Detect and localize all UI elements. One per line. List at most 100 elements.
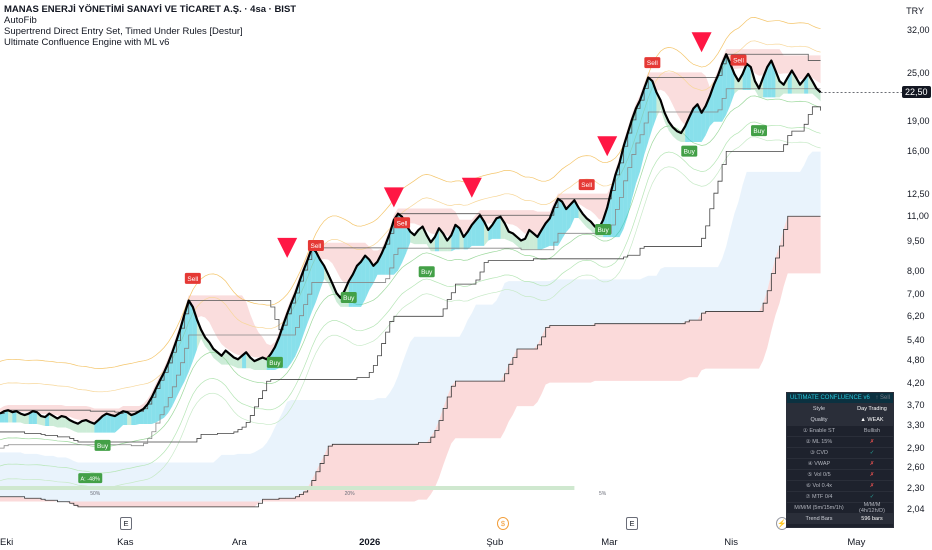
buy-label: Buy — [598, 227, 610, 234]
buy-label: Buy — [97, 443, 109, 450]
y-tick-label: 4,20 — [907, 378, 925, 389]
panel-row-value: M/M/M (4h/12h/D) — [859, 502, 885, 514]
ribbon-seg — [529, 229, 534, 250]
x-tick-label: Ara — [231, 537, 247, 548]
ribbon-seg — [574, 200, 579, 219]
ribbon-seg — [123, 411, 128, 425]
y-tick-label: 7,00 — [907, 289, 925, 300]
y-tick-label: 8,00 — [907, 266, 925, 277]
ribbon-seg — [767, 60, 772, 98]
ribbon-seg — [172, 340, 177, 407]
y-tick-label: 2,30 — [907, 483, 925, 494]
panel-row-value: ▲ WEAK — [860, 417, 884, 423]
ribbon-seg — [590, 221, 595, 236]
ribbon-seg — [61, 416, 66, 428]
y-tick-label: 3,70 — [907, 400, 925, 411]
ribbon-seg — [82, 420, 87, 433]
ribbon-seg — [110, 415, 115, 433]
panel-row: Trend Bars 596 bars — [787, 513, 893, 524]
ribbon-seg — [283, 313, 288, 369]
currency-label[interactable]: TRY — [906, 6, 924, 16]
panel-row-value: ✗ — [869, 483, 875, 489]
sell-label-bg — [184, 272, 201, 284]
div-event-icon[interactable]: $ — [497, 517, 509, 530]
ribbon-seg — [164, 362, 169, 418]
ribbon-seg — [459, 228, 464, 250]
y-tick-label: 6,20 — [907, 310, 925, 321]
ribbon-seg — [635, 100, 641, 184]
ribbon-seg — [418, 226, 423, 245]
ribbon-seg — [361, 255, 366, 307]
ribbon-seg — [631, 108, 636, 200]
ribbon-seg — [508, 231, 513, 243]
panel-row-value: ✗ — [869, 461, 875, 467]
price-layer — [0, 53, 902, 425]
ribbon-seg — [722, 54, 727, 122]
panel-row: M/M/M (5m/15m/1h) M/M/M (4h/12h/D) — [787, 502, 893, 514]
ribbon-seg — [451, 224, 456, 252]
ribbon-seg — [131, 413, 136, 425]
ribbon-seg — [434, 228, 439, 252]
panel-row: ② ML 15% ✗ — [787, 436, 893, 447]
ribbon-seg — [155, 380, 161, 423]
ribbon-seg — [430, 236, 435, 252]
ribbon-seg — [262, 357, 267, 371]
ribbon-seg — [615, 162, 620, 238]
ribbon-seg — [742, 63, 747, 90]
ribbon-seg — [455, 224, 460, 250]
ribbon-seg — [676, 131, 682, 142]
sell-triangle-2 — [461, 177, 482, 198]
y-tick-label: 32,00 — [907, 25, 930, 35]
ribbon-seg — [160, 372, 165, 421]
sell-signal: Sell — [578, 179, 595, 191]
sell-signal: Sell — [307, 240, 324, 252]
step-level-3 — [0, 88, 821, 449]
buy-signal: Buy — [595, 223, 612, 235]
indicator-supertrend[interactable]: Supertrend Direct Entry Set, Timed Under… — [4, 26, 243, 37]
panel-row-value: ✗ — [869, 439, 875, 445]
panel-row-key: M/M/M (5m/15m/1h) — [794, 505, 844, 511]
ribbon-seg — [373, 261, 378, 284]
ribbon-seg — [287, 303, 292, 369]
ribbon-seg — [106, 413, 111, 433]
ribbon-seg — [521, 238, 526, 250]
ribbon-seg — [652, 81, 657, 129]
indicator-confluence[interactable]: Ultimate Confluence Engine with ML v6 — [4, 37, 170, 48]
panel-row: ④ VWAP ✗ — [787, 458, 893, 469]
buy-signal: Buy — [751, 125, 768, 137]
sell-signal: Sell — [184, 272, 201, 284]
symbol-title[interactable]: MANAS ENERJİ YÖNETİMİ SANAYİ VE TİCARET … — [4, 4, 297, 15]
guide-line-0 — [0, 17, 821, 369]
sell-signal: Sell — [644, 57, 661, 69]
last-price-tag: 22,50 — [902, 86, 931, 98]
guide-line-2 — [0, 95, 821, 448]
ribbon-seg — [102, 413, 107, 433]
panel-row-key: ⑦ MTF 0/4 — [805, 494, 833, 500]
buy-signal: Buy — [94, 439, 111, 451]
confluence-panel: ULTIMATE CONFLUENCE v6 ↑ Sell Style Day T… — [786, 392, 894, 528]
panel-row-value: Day Trading — [857, 406, 887, 412]
panel-row-value: Bullish — [863, 428, 881, 434]
ribbon-seg — [114, 413, 119, 433]
sell-label: Sell — [397, 220, 408, 227]
sell-label-bg — [394, 217, 411, 229]
panel-title: ULTIMATE CONFLUENCE v6 — [790, 395, 870, 401]
ribbon-seg — [196, 319, 202, 350]
buy-signal: Buy — [266, 356, 283, 368]
x-tick-label: May — [847, 537, 866, 548]
earn-event-icon[interactable]: E — [626, 517, 638, 530]
ribbon-seg — [295, 281, 300, 357]
ribbon-seg — [20, 413, 25, 425]
ribbon-seg — [393, 213, 398, 275]
earn-event-icon[interactable]: E — [120, 517, 132, 530]
y-tick-label: 12,50 — [907, 188, 930, 199]
y-tick-label: 9,50 — [907, 236, 925, 247]
indicator-autofib[interactable]: AutoFib — [4, 15, 37, 26]
sell-label-bg — [307, 240, 324, 252]
ribbon-seg — [668, 121, 673, 137]
zones-layer — [0, 49, 821, 507]
ribbon-seg — [356, 261, 362, 307]
ribbon-seg — [496, 216, 501, 239]
panel-row: Quality ▲ WEAK — [787, 414, 893, 425]
